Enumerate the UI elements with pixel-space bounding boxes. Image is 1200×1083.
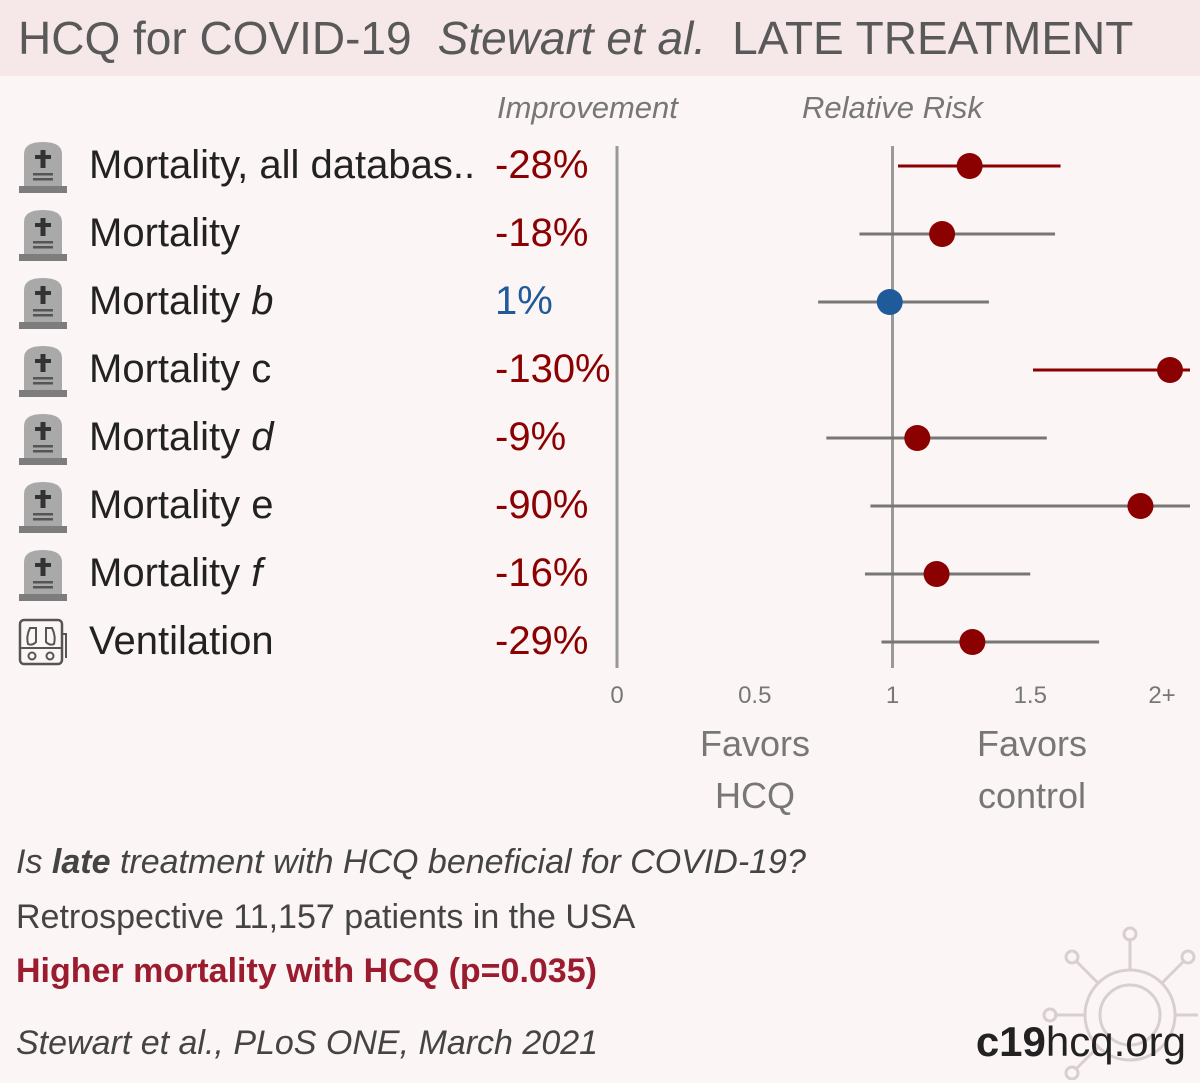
favors-control-line1: Favors (976, 723, 1088, 764)
outcome-label: Mortality c (89, 345, 271, 393)
x-tick-label: 1.5 (1014, 682, 1047, 709)
brand-rest: hcq.org (1045, 1018, 1186, 1065)
outcome-label-text: Mortality (89, 279, 252, 323)
outcome-label-text: Mortality (89, 211, 241, 255)
point-estimate (876, 289, 903, 315)
favors-control-label: Favors control (922, 718, 1142, 822)
outcome-label-text: Mortality (89, 415, 252, 459)
favors-hcq-label: Favors HCQ (645, 718, 865, 822)
outcome-label-text: Mortality (89, 551, 252, 595)
outcome-label: Mortality e (89, 481, 274, 529)
point-estimate (959, 629, 986, 655)
outcome-label-text: Mortality e (89, 483, 274, 527)
tombstone-icon (16, 138, 70, 194)
drug-title: HCQ for COVID-19 (18, 12, 412, 64)
tombstone-icon (16, 478, 70, 534)
improvement-value: -9% (495, 415, 567, 459)
question-pre: Is (16, 843, 52, 881)
improvement-value: -29% (495, 619, 589, 663)
point-estimate (1157, 357, 1183, 383)
improvement-value: -18% (495, 211, 589, 255)
improvement-value: -130% (495, 347, 611, 391)
favors-hcq-line2: HCQ (715, 775, 795, 816)
study-design-text: Retrospective 11,157 patients in the USA (16, 898, 636, 936)
point-estimate (929, 221, 956, 247)
x-tick-label: 0 (610, 682, 623, 709)
tombstone-icon (16, 546, 70, 602)
point-estimate (904, 425, 931, 451)
improvement-value: -28% (495, 143, 589, 187)
point-estimate (956, 153, 983, 179)
tombstone-icon (16, 274, 70, 330)
improvement-value: -90% (495, 483, 589, 527)
point-estimate (923, 561, 950, 587)
improvement-value: -16% (495, 551, 589, 595)
favors-hcq-line1: Favors (699, 723, 811, 764)
virus-watermark-icon (1042, 926, 1198, 1080)
outcome-label: Mortality, all databas.. (89, 141, 475, 189)
question-emphasis: late (51, 843, 111, 881)
outcome-label-text: Mortality c (89, 347, 272, 391)
title-bar: HCQ for COVID-19 Stewart et al. LATE TRE… (0, 0, 1200, 76)
favors-control-line2: control (977, 775, 1087, 816)
improvement-value: 1% (495, 279, 553, 323)
outcome-label: Mortality b (89, 277, 274, 325)
citation-text: Stewart et al., PLoS ONE, March 2021 (16, 1024, 599, 1062)
study-title: Stewart et al. (437, 12, 707, 64)
improvement-column-header: Improvement (497, 90, 678, 125)
brand-logo: c19hcq.org (976, 1018, 1186, 1066)
ventilator-icon (16, 614, 70, 670)
outcome-label-text: Mortality, all databas.. (89, 143, 476, 187)
x-tick-label: 1 (886, 682, 899, 709)
outcome-label: Mortality (89, 209, 240, 257)
outcome-label-suffix: f (251, 551, 263, 595)
outcome-label-suffix: b (251, 279, 274, 323)
stage-title: LATE TREATMENT (732, 12, 1134, 64)
relative-risk-column-header: Relative Risk (802, 90, 983, 125)
outcome-label: Mortality d (89, 413, 274, 461)
question-text: Is late treatment with HCQ beneficial fo… (16, 843, 806, 882)
point-estimate (1127, 493, 1154, 519)
tombstone-icon (16, 410, 70, 466)
result-text: Higher mortality with HCQ (p=0.035) (16, 952, 597, 990)
forest-plot: 0 0.5 1 1.5 2+ (610, 146, 1190, 709)
outcome-label: Mortality f (89, 549, 262, 597)
outcome-label: Ventilation (89, 617, 274, 665)
outcome-label-suffix: d (251, 415, 274, 459)
tombstone-icon (16, 206, 70, 262)
brand-bold: c19 (975, 1018, 1046, 1065)
x-tick-label: 2+ (1148, 682, 1175, 709)
question-post: treatment with HCQ beneficial for COVID-… (110, 843, 806, 881)
x-tick-label: 0.5 (738, 682, 771, 709)
tombstone-icon (16, 342, 70, 398)
outcome-label-text: Ventilation (89, 619, 274, 663)
